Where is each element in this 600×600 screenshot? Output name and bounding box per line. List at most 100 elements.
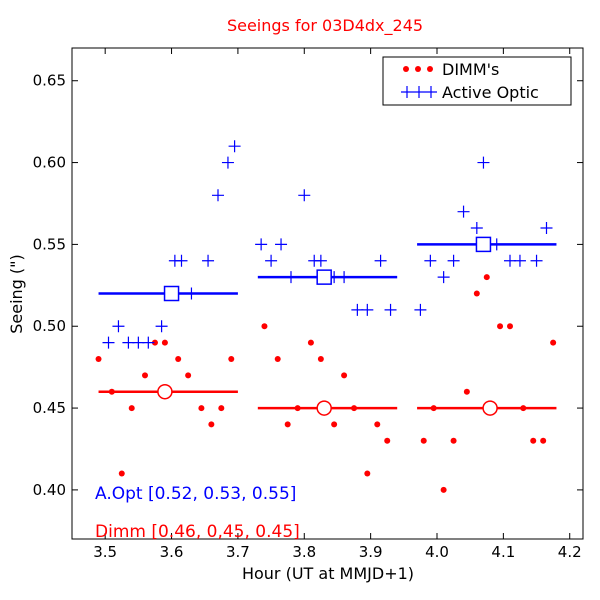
active-optic-point [202, 254, 215, 267]
active-optic-point [457, 205, 470, 218]
legend-box [382, 56, 572, 106]
dimm-point [307, 339, 314, 346]
dimm-median-marker [482, 400, 498, 416]
active-optic-median-marker [475, 236, 492, 253]
legend-active-optic-plus [425, 86, 437, 98]
y-tick-label: 0.65 [33, 72, 66, 90]
dimm-point [540, 437, 547, 444]
active-optic-point [513, 254, 526, 267]
active-optic-point [102, 336, 115, 349]
annotation-aopt: A.Opt [0.52, 0.53, 0.55] [95, 484, 296, 504]
dimm-point [261, 323, 268, 330]
dimm-point [450, 437, 457, 444]
active-optic-point [255, 238, 268, 251]
x-tick-label: 3.5 [93, 543, 117, 561]
active-optic-point [212, 189, 224, 202]
dimm-point [440, 486, 447, 493]
x-axis-ticks: 3.5 3.6 3.7 3.8 3.9 4.0 4.1 4.2 [93, 48, 582, 561]
active-optic-point [314, 254, 327, 267]
legend-dimm-dot [415, 66, 421, 72]
dimm-point [218, 405, 225, 412]
y-tick-label: 0.55 [33, 235, 66, 253]
dimm-point [374, 421, 381, 428]
active-optic-point [155, 320, 168, 333]
active-optic-point [112, 320, 125, 333]
plot-frame [71, 47, 584, 540]
legend-aopt-label: Active Optic [442, 83, 539, 102]
dimm-point [161, 339, 168, 346]
dimm-point [274, 355, 281, 362]
active-optic-point [540, 222, 553, 235]
dimm-point [463, 388, 470, 395]
annotation-dimm: Dimm [0.46, 0,45, 0.45] [95, 522, 300, 542]
legend-dimm-dot [427, 66, 433, 72]
active-optic-point [221, 156, 234, 169]
y-axis-ticks: 0.40 0.45 0.50 0.55 0.60 0.65 [33, 72, 583, 499]
active-optic-median-marker [163, 285, 180, 302]
legend-active-optic-plus [401, 86, 413, 98]
dimm-median-marker [157, 383, 173, 400]
legend-dimm-label: DIMM's [442, 60, 499, 79]
active-optic-point [175, 254, 188, 267]
dimm-point [384, 437, 391, 444]
x-tick-label: 3.9 [359, 543, 383, 561]
legend-active-optic-marker [401, 86, 437, 98]
x-tick-label: 4.0 [425, 543, 449, 561]
y-tick-label: 0.40 [33, 481, 66, 499]
x-tick-label: 4.2 [558, 543, 582, 561]
dimm-point [175, 355, 182, 362]
active-optic-point [437, 271, 450, 284]
active-optic-point [265, 254, 278, 267]
y-tick-label: 0.60 [33, 154, 66, 172]
y-axis-label: Seeing (") [7, 254, 26, 334]
x-tick-label: 4.1 [491, 543, 515, 561]
legend-dimm-dot [403, 66, 409, 72]
x-tick-label: 3.7 [226, 543, 250, 561]
active-optic-point [298, 189, 311, 202]
legend-dimm-marker [403, 66, 433, 72]
legend: DIMM's Active Optic [382, 56, 572, 106]
dimm-point [497, 323, 504, 330]
dimm-point [198, 405, 205, 412]
dimm-point [228, 355, 235, 362]
dimm-point [420, 437, 427, 444]
x-axis-label: Hour (UT at MMJD+1) [242, 564, 414, 583]
dimm-point [208, 421, 215, 428]
chart-title: Seeings for 03D4dx_245 [227, 16, 423, 36]
x-tick-label: 3.8 [292, 543, 316, 561]
active-optic-point [374, 254, 387, 267]
active-optic-point [424, 254, 437, 267]
legend-active-optic-plus [413, 86, 425, 98]
active-optic-point [361, 303, 374, 316]
dimm-point [473, 290, 480, 297]
active-optic-point [275, 238, 288, 251]
dimm-point [364, 470, 371, 477]
active-optic-point [477, 156, 490, 169]
dimm-point [483, 274, 490, 281]
dimm-point [185, 372, 192, 379]
dimm-point [95, 355, 102, 362]
dimm-point [550, 339, 557, 346]
active-optic-point [530, 254, 543, 267]
dimm-point [317, 355, 324, 362]
active-optic-point [142, 336, 155, 349]
active-optic-point [470, 222, 483, 235]
active-optic-point [384, 303, 397, 316]
active-optic-point [447, 254, 460, 267]
dimm-point [530, 437, 537, 444]
dimm-point [341, 372, 348, 379]
dimm-point [128, 405, 135, 412]
dimm-point [142, 372, 148, 379]
dimm-point [151, 339, 158, 346]
active-optic-median-marker [316, 269, 332, 285]
active-optic-point [414, 303, 427, 316]
data-marks [95, 140, 557, 493]
dimm-point [507, 323, 513, 330]
y-tick-label: 0.50 [33, 317, 66, 335]
dimm-point [331, 421, 338, 428]
x-tick-label: 3.6 [160, 543, 184, 561]
active-optic-point [228, 140, 241, 153]
y-tick-label: 0.45 [33, 399, 66, 417]
dimm-median-marker [316, 400, 332, 416]
